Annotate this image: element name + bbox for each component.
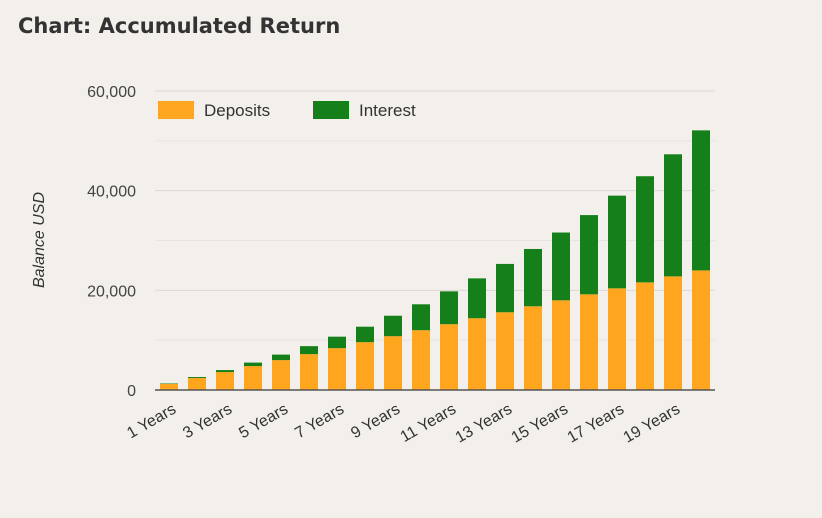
bar-deposits bbox=[216, 372, 234, 390]
x-tick-label: 1 Years bbox=[124, 401, 179, 442]
bar-interest bbox=[664, 154, 682, 277]
bar-deposits bbox=[636, 282, 654, 390]
x-tick-label: 19 Years bbox=[621, 401, 683, 447]
bar-deposits bbox=[244, 366, 262, 390]
bar-interest bbox=[412, 304, 430, 331]
bar-interest bbox=[272, 354, 290, 361]
bar-interest bbox=[356, 326, 374, 343]
bar-deposits bbox=[440, 324, 458, 390]
legend-swatch-deposits bbox=[158, 101, 194, 119]
bar-deposits bbox=[188, 378, 206, 390]
bar-interest bbox=[216, 370, 234, 373]
bar-deposits bbox=[524, 306, 542, 390]
bar-deposits bbox=[384, 336, 402, 390]
bar-interest bbox=[496, 263, 514, 313]
bar-deposits bbox=[608, 288, 626, 390]
y-tick-label: 40,000 bbox=[87, 184, 136, 201]
bar-deposits bbox=[300, 354, 318, 390]
bar-deposits bbox=[552, 300, 570, 390]
bar-interest bbox=[608, 195, 626, 289]
x-tick-label: 5 Years bbox=[236, 401, 291, 442]
y-tick-label: 20,000 bbox=[87, 283, 136, 300]
bar-interest bbox=[440, 291, 458, 325]
x-tick-label: 15 Years bbox=[509, 401, 571, 447]
bar-interest bbox=[328, 336, 346, 349]
bar-deposits bbox=[580, 294, 598, 390]
bar-interest bbox=[300, 346, 318, 355]
bar-interest bbox=[692, 130, 710, 271]
legend-swatch-interest bbox=[313, 101, 349, 119]
bar-deposits bbox=[468, 318, 486, 390]
x-tick-label: 17 Years bbox=[565, 401, 627, 447]
bar-deposits bbox=[412, 330, 430, 390]
x-tick-label: 11 Years bbox=[398, 401, 459, 446]
bar-deposits bbox=[356, 342, 374, 390]
legend-label-deposits: Deposits bbox=[204, 101, 270, 120]
x-tick-label: 9 Years bbox=[348, 401, 403, 442]
bar-interest bbox=[384, 315, 402, 337]
bar-deposits bbox=[692, 270, 710, 390]
x-tick-label: 3 Years bbox=[180, 401, 235, 442]
chart-title: Chart: Accumulated Return bbox=[18, 14, 341, 38]
legend-label-interest: Interest bbox=[359, 101, 416, 120]
bar-interest bbox=[552, 232, 570, 301]
y-tick-label: 0 bbox=[127, 383, 136, 400]
bar-deposits bbox=[664, 276, 682, 390]
bar-interest bbox=[468, 278, 486, 319]
bar-interest bbox=[524, 248, 542, 307]
bar-interest bbox=[636, 176, 654, 283]
bar-interest bbox=[188, 377, 206, 379]
bar-deposits bbox=[160, 384, 178, 390]
x-tick-label: 7 Years bbox=[292, 401, 347, 442]
bar-deposits bbox=[328, 348, 346, 390]
bar-deposits bbox=[272, 360, 290, 390]
bar-deposits bbox=[496, 312, 514, 390]
y-axis-label: Balance USD bbox=[31, 192, 48, 288]
y-tick-label: 60,000 bbox=[87, 84, 136, 101]
x-tick-label: 13 Years bbox=[453, 401, 515, 447]
bar-interest bbox=[244, 362, 262, 367]
bar-interest bbox=[580, 215, 598, 295]
